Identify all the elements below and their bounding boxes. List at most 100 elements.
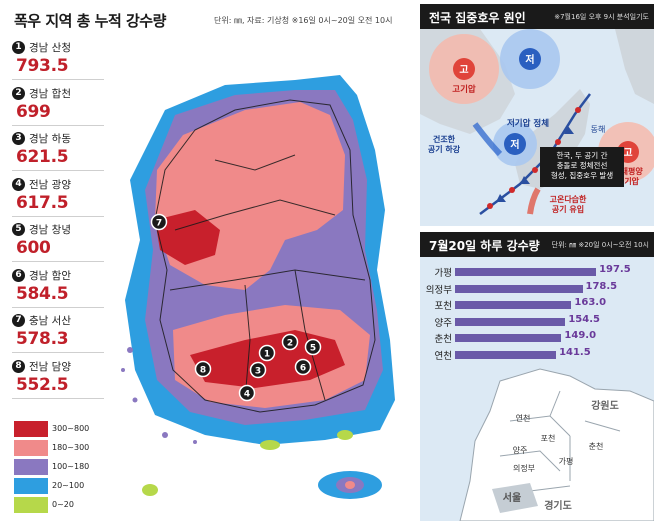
rank-value: 578.3 (16, 329, 69, 349)
map-marker-label: 4 (244, 390, 250, 400)
callout-box (540, 147, 624, 187)
legend-label: 300~800 (52, 424, 90, 433)
legend-row: 0~20 (14, 495, 94, 514)
legend-row: 100~180 (14, 457, 94, 476)
chuncheon-label: 춘천 (589, 441, 604, 451)
low-pressure-icon (504, 133, 526, 155)
zone-red-north (155, 210, 220, 265)
rank-number-badge: 6 (12, 268, 25, 282)
bar-value-label: 141.5 (559, 346, 591, 358)
rank-region: 경남 합천 (29, 87, 71, 100)
seoul-label: 서울 (503, 491, 521, 504)
map-marker (194, 360, 212, 378)
yangju-label: 양주 (513, 446, 528, 455)
divider (12, 170, 104, 171)
county-lines (499, 390, 621, 492)
map-marker-label: 1 (264, 350, 270, 360)
east-sea-label: 동해 (591, 124, 606, 134)
rank-number-badge: 5 (12, 223, 25, 236)
unit-source-note: 단위: ㎜, 자료: 기상청 ※16일 0시~20일 오전 10시 (214, 16, 393, 25)
bar-category-label: 연천 (434, 350, 452, 362)
high-pressure-label: 고 (459, 64, 468, 76)
daily-title: 7월20일 하루 강수량 (429, 239, 540, 253)
legend-swatch (14, 439, 48, 456)
bar-category-label: 가평 (434, 268, 452, 279)
bar (455, 301, 572, 309)
rank-item: 3 경남 하동 621.5 (12, 131, 104, 171)
bar-row: 가평 197.5 (420, 262, 654, 281)
cause-header: 전국 집중호우 원인 ※7월16일 오후 9시 분석일기도 (420, 4, 654, 29)
cause-note: ※7월16일 오후 9시 분석일기도 (554, 13, 649, 21)
low-pressure-icon (519, 48, 541, 70)
rank-item: 7 충남 서산 578.3 (12, 313, 104, 353)
map-marker-label: 2 (287, 339, 293, 349)
dry-air-caption: 건조한 공기 하강 (428, 134, 461, 154)
bar-row: 포천 163.0 (420, 295, 654, 314)
weather-chart: 고 저 저 고 고기압 저기압 정체 건조한 공기 하강 동해 북태평양 고기압 고… (420, 29, 654, 215)
pacific-high-caption: 북태평양 고기압 (613, 166, 643, 186)
legend-row: 20~100 (14, 476, 94, 495)
rank-number-badge: 2 (12, 86, 25, 100)
map-marker-label: 3 (255, 367, 261, 377)
rank-number-badge: 7 (12, 314, 25, 327)
map-marker-label: 7 (156, 219, 162, 229)
legend-swatch (14, 496, 48, 513)
bar-value-label: 163.0 (574, 297, 607, 308)
bar-row: 양주 154.5 (420, 312, 654, 331)
legend-row: 300~800 (14, 419, 94, 438)
bar (455, 284, 583, 293)
divider (12, 79, 104, 80)
bar-row: 연천 141.5 (420, 345, 654, 364)
gyeonggi-label: 경기도 (544, 499, 572, 512)
islands (121, 347, 197, 444)
gangwon-label: 강원도 (591, 399, 619, 412)
bar (455, 334, 562, 342)
rank-region: 경남 함안 (29, 269, 71, 282)
legend-label: 20~100 (52, 481, 85, 490)
rank-value: 699 (16, 101, 51, 122)
daily-header: 7월20일 하루 강수량 단위: ㎜ ※20일 0시~오전 10시 (420, 232, 654, 257)
bar (455, 268, 597, 276)
rank-region: 경남 하동 (29, 133, 71, 145)
divider (12, 124, 104, 126)
divider (12, 261, 104, 262)
map-marker (249, 361, 267, 379)
rank-region: 전남 광양 (29, 178, 71, 191)
bar-value-label: 154.5 (568, 313, 600, 325)
rank-item: 4 전남 광양 617.5 (12, 177, 104, 217)
rank-item: 2 경남 합천 699 (12, 86, 104, 126)
map-marker (150, 213, 168, 231)
rank-value: 552.5 (16, 374, 69, 395)
zone-green (260, 440, 280, 450)
rank-value: 600 (16, 238, 51, 258)
japan (615, 29, 654, 104)
bar-value-label: 178.5 (585, 280, 618, 292)
bar-category-label: 양주 (434, 317, 452, 329)
map-marker (258, 344, 276, 362)
rank-number-badge: 8 (12, 359, 25, 373)
legend-row: 180~300 (14, 438, 94, 457)
rank-region: 경남 산청 (29, 42, 71, 54)
low-stall-caption: 저기압 정체 (507, 118, 549, 129)
map-marker (238, 384, 256, 402)
rank-item: 8 전남 담양 552.5 (12, 359, 104, 399)
uijeongbu-label: 의정부 (513, 463, 535, 473)
rank-number-badge: 3 (12, 132, 25, 145)
warm-air-arrow (527, 187, 541, 215)
bar-row: 춘천 149.0 (420, 328, 654, 347)
rank-markers: 1 2 3 4 56 7 8 (150, 213, 322, 402)
bar (455, 317, 566, 326)
rank-item: 5 경남 창녕 600 (12, 222, 104, 262)
legend-label: 100~180 (52, 462, 90, 471)
bar-category-label: 춘천 (434, 334, 452, 345)
map-marker-label: 5 (310, 344, 316, 354)
divider (12, 397, 104, 399)
page-title: 폭우 지역 총 누적 강수량 (14, 12, 166, 30)
cause-panel: 전국 집중호우 원인 ※7월16일 오후 9시 분석일기도 고 저 (420, 4, 654, 226)
rank-region: 경남 창녕 (29, 224, 71, 236)
pocheon-label: 포천 (541, 433, 556, 443)
daily-note: 단위: ㎜ ※20일 0시~오전 10시 (551, 241, 649, 249)
rank-region: 전남 담양 (29, 360, 71, 373)
rank-value: 617.5 (16, 192, 69, 213)
legend-swatch (14, 458, 48, 475)
